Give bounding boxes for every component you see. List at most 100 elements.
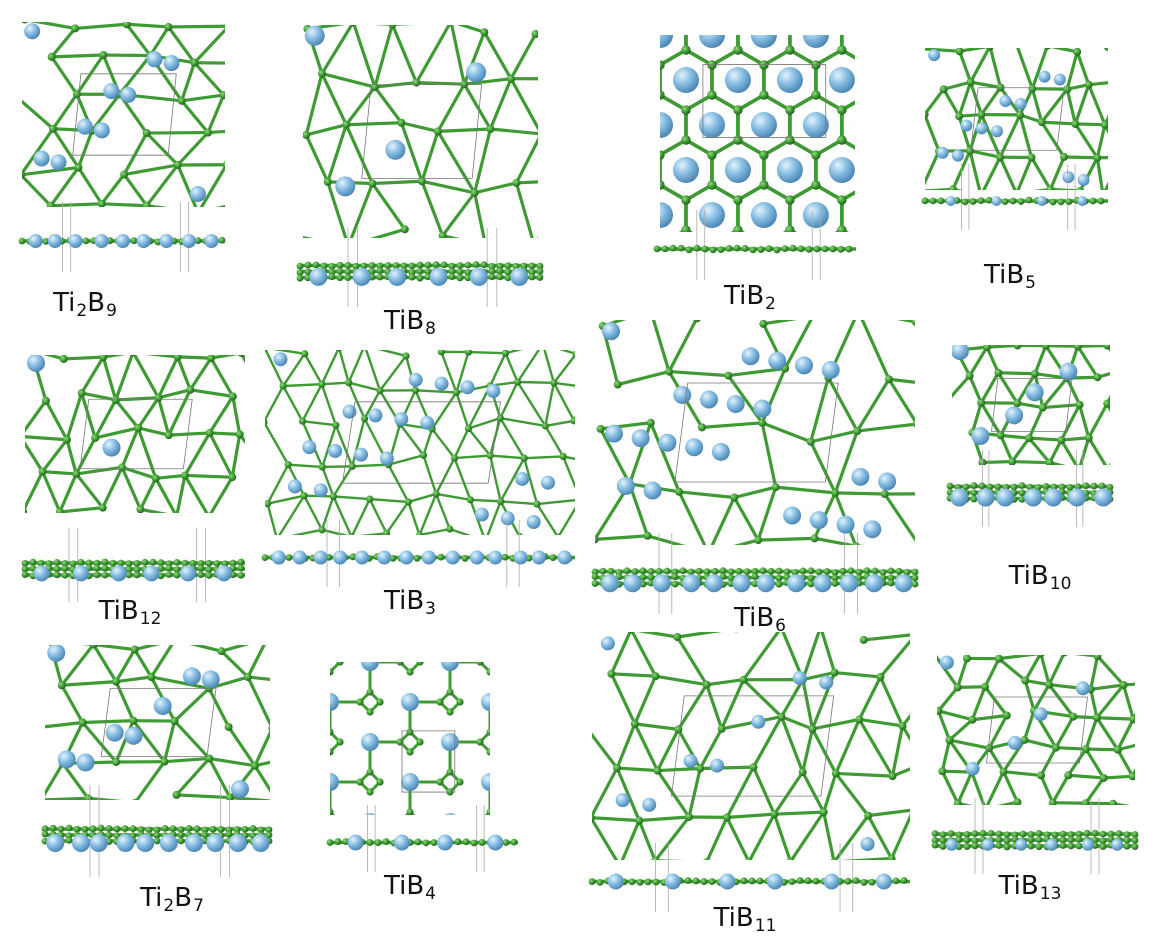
titanium-atom	[794, 356, 813, 375]
boron-atom	[501, 553, 509, 561]
b-b-bond	[80, 720, 118, 764]
b-b-bond	[655, 766, 702, 773]
boron-atom	[466, 496, 474, 504]
boron-atom	[880, 490, 889, 499]
boron-atom	[1058, 483, 1066, 491]
boron-atom	[318, 380, 326, 388]
titanium-atom	[1007, 735, 1022, 750]
boron-atom	[1071, 119, 1080, 128]
b-b-bond	[591, 628, 631, 630]
b-b-bond	[135, 760, 167, 800]
boron-atom	[1099, 843, 1107, 851]
top-view	[952, 345, 1110, 465]
boron-atom	[113, 825, 121, 833]
b-b-bond	[725, 812, 776, 819]
boron-atom	[757, 246, 765, 253]
boron-atom	[1045, 680, 1054, 689]
b-b-bond	[398, 422, 425, 457]
b-b-bond	[80, 719, 135, 725]
b-b-bond	[868, 5, 894, 20]
boron-atom	[1098, 482, 1106, 490]
boron-atom	[931, 830, 939, 837]
boron-atom	[635, 816, 644, 825]
boron-atom	[876, 672, 885, 681]
boron-atom	[759, 270, 768, 279]
titanium-atom	[664, 873, 681, 890]
boron-atom	[78, 718, 87, 727]
boron-atom	[681, 45, 691, 55]
b-b-bond	[667, 369, 730, 378]
boron-atom	[1067, 831, 1075, 838]
boron-atom	[368, 262, 376, 269]
boron-atom	[1092, 713, 1101, 722]
b-b-bond	[537, 236, 538, 238]
b-b-bond	[781, 632, 805, 682]
boron-atom	[130, 355, 136, 357]
boron-atom	[681, 315, 690, 324]
boron-atom	[915, 240, 924, 249]
b-b-bond	[1078, 189, 1084, 190]
titanium-atom	[557, 550, 572, 565]
boron-atom	[34, 724, 42, 732]
boron-atom	[711, 567, 719, 575]
b-b-bond	[208, 431, 242, 436]
boron-atom	[29, 558, 37, 566]
unit-cell	[72, 73, 177, 156]
boron-atom	[177, 831, 185, 839]
b-b-bond	[552, 381, 575, 422]
panel-ti2b9	[18, 22, 226, 272]
b-b-bond	[998, 113, 1022, 159]
boron-atom	[22, 171, 25, 179]
boron-atom	[1073, 48, 1082, 56]
boron-atom	[837, 315, 846, 324]
b-b-bond	[462, 82, 492, 131]
boron-atom	[591, 573, 599, 581]
boron-atom	[1009, 197, 1017, 205]
b-b-bond	[633, 722, 660, 773]
boron-atom	[112, 758, 121, 767]
b-b-bond	[1073, 655, 1100, 658]
boron-atom	[329, 492, 338, 501]
b-b-bond	[834, 771, 895, 778]
b-b-bond	[998, 155, 1017, 190]
boron-atom	[811, 150, 821, 160]
b-b-bond	[509, 32, 538, 81]
boron-atom	[759, 567, 767, 575]
b-b-bond	[436, 127, 492, 133]
titanium-atom	[766, 873, 783, 890]
boron-atom	[1093, 655, 1102, 661]
b-b-bond	[660, 48, 688, 67]
boron-atom	[233, 826, 241, 833]
b-b-bond	[172, 719, 211, 761]
boron-atom	[655, 0, 664, 9]
boron-atom	[1018, 489, 1026, 497]
b-b-bond	[900, 713, 910, 728]
side-view	[261, 520, 575, 587]
top-view	[22, 22, 225, 207]
b-b-bond	[60, 683, 85, 725]
boron-atom	[607, 567, 615, 575]
b-b-bond	[842, 275, 868, 290]
boron-atom	[855, 574, 863, 582]
boron-atom	[304, 268, 312, 276]
boron-atom	[837, 15, 846, 24]
b-b-bond	[581, 500, 594, 535]
b-b-bond	[890, 724, 905, 778]
boron-atom	[603, 0, 612, 9]
boron-atom	[336, 274, 344, 282]
b-b-bond	[101, 465, 124, 510]
b-b-bond	[887, 377, 915, 384]
b-b-bond	[712, 5, 738, 20]
boron-atom	[1135, 647, 1143, 655]
boron-atom	[454, 838, 462, 846]
boron-atom	[84, 794, 93, 800]
b-b-bond	[281, 384, 304, 423]
boron-atom	[464, 350, 472, 356]
boron-atom	[817, 623, 825, 631]
boron-atom	[419, 451, 428, 459]
b-b-bond	[246, 471, 267, 519]
boron-atom	[326, 648, 333, 655]
b-b-bond	[997, 800, 1020, 805]
boron-atom	[847, 567, 855, 575]
